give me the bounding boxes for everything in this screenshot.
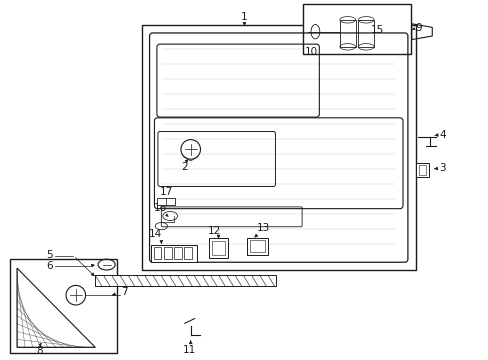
Bar [418,165,426,175]
Text: 11: 11 [183,345,196,355]
Bar [10,259,117,353]
Text: 2: 2 [181,162,188,172]
Bar [184,247,192,259]
Text: 13: 13 [256,223,269,233]
Text: 6: 6 [46,261,53,271]
Bar [358,20,373,47]
Bar [303,4,410,54]
Bar [211,241,225,255]
Text: 5: 5 [46,250,53,260]
Bar [150,245,197,262]
Text: 1: 1 [241,12,247,22]
Bar [209,238,227,258]
Bar [415,163,428,177]
Text: 9: 9 [415,23,422,33]
Bar [142,25,415,270]
Text: 14: 14 [148,229,162,239]
Bar [95,275,276,286]
Text: 17: 17 [159,187,173,197]
Bar [157,198,175,205]
Bar [247,238,267,255]
Text: 7: 7 [121,287,128,297]
Bar [339,20,355,47]
Text: 10: 10 [304,47,317,57]
Text: 8: 8 [36,346,42,356]
Text: 4: 4 [438,130,445,140]
Bar [174,247,182,259]
Text: 16: 16 [153,203,167,213]
Text: 12: 12 [207,226,221,236]
Text: 3: 3 [438,163,445,174]
Text: 15: 15 [370,24,384,35]
Bar [153,247,161,259]
Bar [250,240,264,252]
Bar [163,247,171,259]
